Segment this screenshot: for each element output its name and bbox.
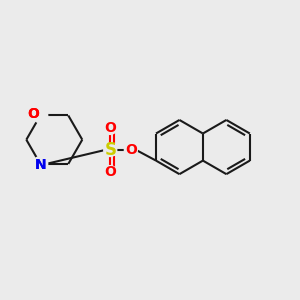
Text: O: O [104,165,116,179]
Text: N: N [34,158,46,172]
Circle shape [104,143,117,157]
Circle shape [104,166,117,178]
Text: N: N [34,158,46,172]
Text: S: S [104,141,116,159]
Circle shape [124,143,137,157]
Text: O: O [104,121,116,135]
Circle shape [33,157,48,171]
Text: O: O [27,107,39,121]
Text: O: O [125,143,137,157]
Text: O: O [27,107,39,121]
Circle shape [104,122,117,134]
Circle shape [33,108,48,123]
